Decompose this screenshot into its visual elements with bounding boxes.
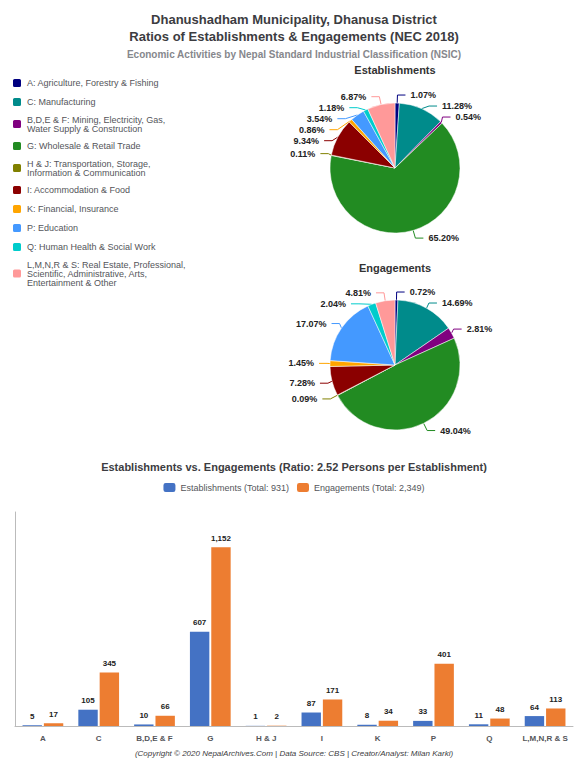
svg-text:(Copyright © 2020 NepalArchive: (Copyright © 2020 NepalArchives.Com | Da… [135, 749, 454, 758]
svg-text:2.04%: 2.04% [320, 299, 346, 309]
svg-text:Entertainment & Other: Entertainment & Other [27, 278, 117, 288]
svg-text:Dhanushadham Municipality, Dha: Dhanushadham Municipality, Dhanusa Distr… [151, 12, 437, 27]
svg-text:0.72%: 0.72% [410, 287, 436, 297]
svg-text:0.54%: 0.54% [456, 112, 482, 122]
svg-text:Establishments vs. Engagements: Establishments vs. Engagements (Ratio: 2… [101, 461, 487, 473]
svg-text:H & J: H & J [256, 734, 276, 743]
svg-text:Information & Communication: Information & Communication [27, 168, 146, 178]
svg-text:L,M,N,R & S: L,M,N,R & S [522, 734, 568, 743]
svg-text:Ratios of Establishments & Eng: Ratios of Establishments & Engagements (… [129, 29, 458, 44]
svg-text:Q: Q [486, 734, 492, 743]
svg-text:0.11%: 0.11% [290, 149, 315, 159]
svg-text:Water Supply & Construction: Water Supply & Construction [27, 124, 142, 134]
svg-text:171: 171 [326, 686, 340, 695]
svg-text:105: 105 [81, 696, 95, 705]
svg-text:B,D,E & F: Mining, Electricity: B,D,E & F: Mining, Electricity, Gas, [27, 114, 166, 125]
svg-text:1.45%: 1.45% [288, 358, 314, 368]
svg-text:11: 11 [474, 711, 483, 720]
svg-text:8: 8 [365, 711, 370, 720]
svg-text:2: 2 [275, 712, 280, 721]
svg-text:A: A [40, 734, 46, 743]
svg-text:48: 48 [496, 705, 505, 714]
svg-text:1,152: 1,152 [211, 534, 232, 543]
svg-text:5: 5 [30, 712, 35, 721]
svg-text:Engagements: Engagements [359, 262, 431, 274]
svg-text:I: Accommodation & Food: I: Accommodation & Food [27, 185, 130, 195]
svg-text:10: 10 [139, 711, 148, 720]
svg-text:9.34%: 9.34% [294, 136, 320, 146]
svg-text:A: Agriculture, Forestry & Fis: A: Agriculture, Forestry & Fishing [27, 78, 159, 88]
svg-text:17.07%: 17.07% [296, 319, 327, 329]
svg-text:345: 345 [103, 659, 117, 668]
svg-text:C: Manufacturing: C: Manufacturing [27, 97, 96, 107]
svg-text:33: 33 [418, 707, 427, 716]
svg-text:G: Wholesale & Retail Trade: G: Wholesale & Retail Trade [27, 141, 141, 151]
svg-text:L,M,N,R & S: Real Estate, Prof: L,M,N,R & S: Real Estate, Professional, [27, 259, 186, 270]
svg-text:3.54%: 3.54% [307, 114, 333, 124]
svg-text:607: 607 [193, 618, 207, 627]
svg-text:49.04%: 49.04% [440, 426, 471, 436]
svg-text:113: 113 [549, 695, 562, 704]
svg-text:1: 1 [253, 712, 258, 721]
svg-text:64: 64 [530, 703, 539, 712]
svg-text:Scientific, Administrative, Ar: Scientific, Administrative, Arts, [27, 268, 147, 279]
svg-text:Establishments: Establishments [354, 64, 435, 76]
svg-text:H & J: Transportation, Storage: H & J: Transportation, Storage, [27, 158, 151, 169]
svg-text:87: 87 [307, 699, 316, 708]
svg-text:17: 17 [49, 710, 58, 719]
svg-text:0.86%: 0.86% [299, 125, 325, 135]
svg-text:G: G [207, 734, 213, 743]
svg-text:0.09%: 0.09% [292, 394, 318, 404]
svg-text:4.81%: 4.81% [345, 288, 371, 298]
svg-text:P: P [431, 734, 437, 743]
svg-text:Q: Human Health & Social Work: Q: Human Health & Social Work [27, 242, 156, 252]
svg-text:11.28%: 11.28% [442, 101, 472, 111]
svg-text:14.69%: 14.69% [442, 298, 473, 308]
svg-text:K: K [375, 734, 381, 743]
svg-text:1.07%: 1.07% [410, 90, 436, 100]
svg-text:34: 34 [384, 707, 393, 716]
svg-text:B,D,E & F: B,D,E & F [136, 734, 173, 743]
svg-text:401: 401 [437, 650, 451, 659]
svg-text:Engagements (Total: 2,349): Engagements (Total: 2,349) [314, 483, 425, 493]
svg-text:1.18%: 1.18% [319, 103, 345, 113]
svg-text:2.81%: 2.81% [467, 324, 493, 334]
svg-text:Economic Activities by Nepal S: Economic Activities by Nepal Standard In… [127, 49, 461, 60]
svg-text:C: C [96, 734, 102, 743]
svg-text:6.87%: 6.87% [341, 92, 367, 102]
svg-text:I: I [321, 734, 323, 743]
svg-text:65.20%: 65.20% [428, 233, 459, 243]
svg-text:66: 66 [161, 702, 170, 711]
svg-text:P: Education: P: Education [27, 223, 78, 233]
svg-text:K: Financial, Insurance: K: Financial, Insurance [27, 204, 119, 214]
svg-text:Establishments (Total: 931): Establishments (Total: 931) [180, 483, 289, 493]
svg-text:7.28%: 7.28% [289, 378, 315, 388]
